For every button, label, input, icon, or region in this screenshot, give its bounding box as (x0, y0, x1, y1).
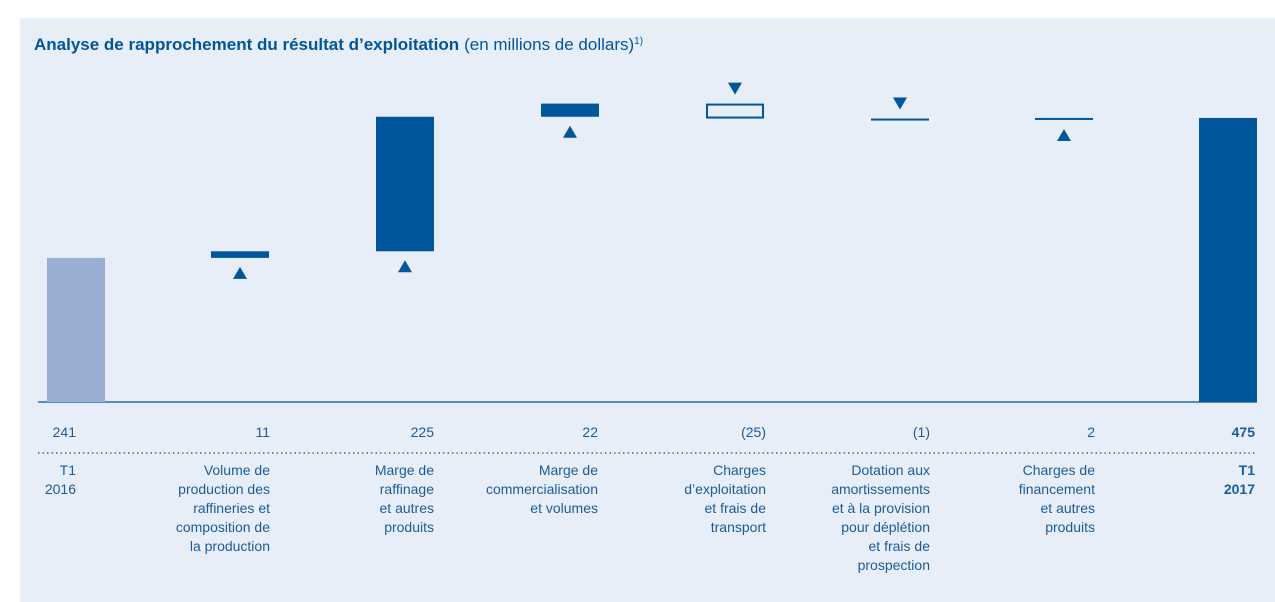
value-label: 11 (255, 424, 270, 440)
category-label: Marge de raffinage et autres produits (375, 462, 434, 535)
title: Analyse de rapprochement du résultat d’e… (34, 35, 459, 54)
label-line: raffineries et (193, 500, 270, 516)
label-line: 2017 (1224, 481, 1255, 497)
label-line: Marge de (375, 462, 434, 478)
category-label: T1 2017 (1224, 462, 1255, 497)
label-line: Charges (713, 462, 766, 478)
label-line: produits (384, 519, 434, 535)
direction-arrow (233, 266, 247, 279)
label-line: composition de (176, 519, 270, 535)
label-line: T1 (1239, 462, 1256, 478)
value-label: (1) (913, 424, 930, 440)
category-label: Marge de commercialisation et volumes (486, 462, 598, 516)
label-line: et volumes (530, 500, 598, 516)
increase-bar (1035, 117, 1093, 120)
decrease-bar (871, 118, 929, 121)
label-line: amortissements (831, 481, 930, 497)
value-label: 475 (1232, 424, 1256, 440)
label-line: transport (711, 519, 766, 535)
label-line: prospection (858, 557, 930, 573)
direction-arrow (563, 125, 577, 138)
label-line: commercialisation (486, 481, 598, 497)
label-line: produits (1045, 519, 1095, 535)
value-label: 2 (1087, 424, 1095, 440)
label-line: 2016 (45, 481, 76, 497)
label-line: financement (1019, 481, 1095, 497)
category-label: Charges de financement et autres produits (1019, 462, 1095, 535)
category-label: Dotation aux amortissements et à la provis… (831, 462, 930, 573)
increase-bar (541, 103, 599, 117)
value-label: 22 (582, 424, 598, 440)
category-label: T1 2016 (45, 462, 76, 497)
increase-bar (211, 251, 269, 258)
value-label: 241 (53, 424, 77, 440)
direction-arrow (728, 82, 742, 95)
label-line: pour déplétion (841, 519, 930, 535)
chart-background (20, 18, 1275, 602)
category-label: Charges d’exploitation et frais de transpor… (684, 462, 766, 535)
direction-arrow (1057, 128, 1071, 141)
direction-arrow (398, 260, 412, 273)
label-line: et autres (1041, 500, 1095, 516)
label-line: production des (178, 481, 270, 497)
label-line: et frais de (705, 500, 767, 516)
total-bar (47, 257, 105, 402)
total-bar (1199, 117, 1257, 402)
footnote-marker: 1) (634, 36, 643, 47)
value-label: 225 (411, 424, 435, 440)
label-line: Charges de (1023, 462, 1096, 478)
category-label: Volume de production des raffineries et com… (176, 462, 270, 554)
title-note: (en millions de dollars) (464, 35, 634, 54)
label-line: T1 (60, 462, 77, 478)
label-line: raffinage (380, 481, 434, 497)
label-line: la production (190, 538, 270, 554)
direction-arrow (893, 97, 907, 110)
increase-bar (376, 116, 434, 252)
label-line: Volume de (204, 462, 270, 478)
chart-title: Analyse de rapprochement du résultat d’e… (34, 35, 643, 54)
label-line: Marge de (539, 462, 598, 478)
label-line: Dotation aux (851, 462, 930, 478)
label-line: et frais de (869, 538, 931, 554)
label-line: d’exploitation (684, 481, 766, 497)
label-line: et autres (380, 500, 434, 516)
label-line: et à la provision (832, 500, 930, 516)
value-label: (25) (741, 424, 766, 440)
decrease-bar (706, 103, 764, 119)
